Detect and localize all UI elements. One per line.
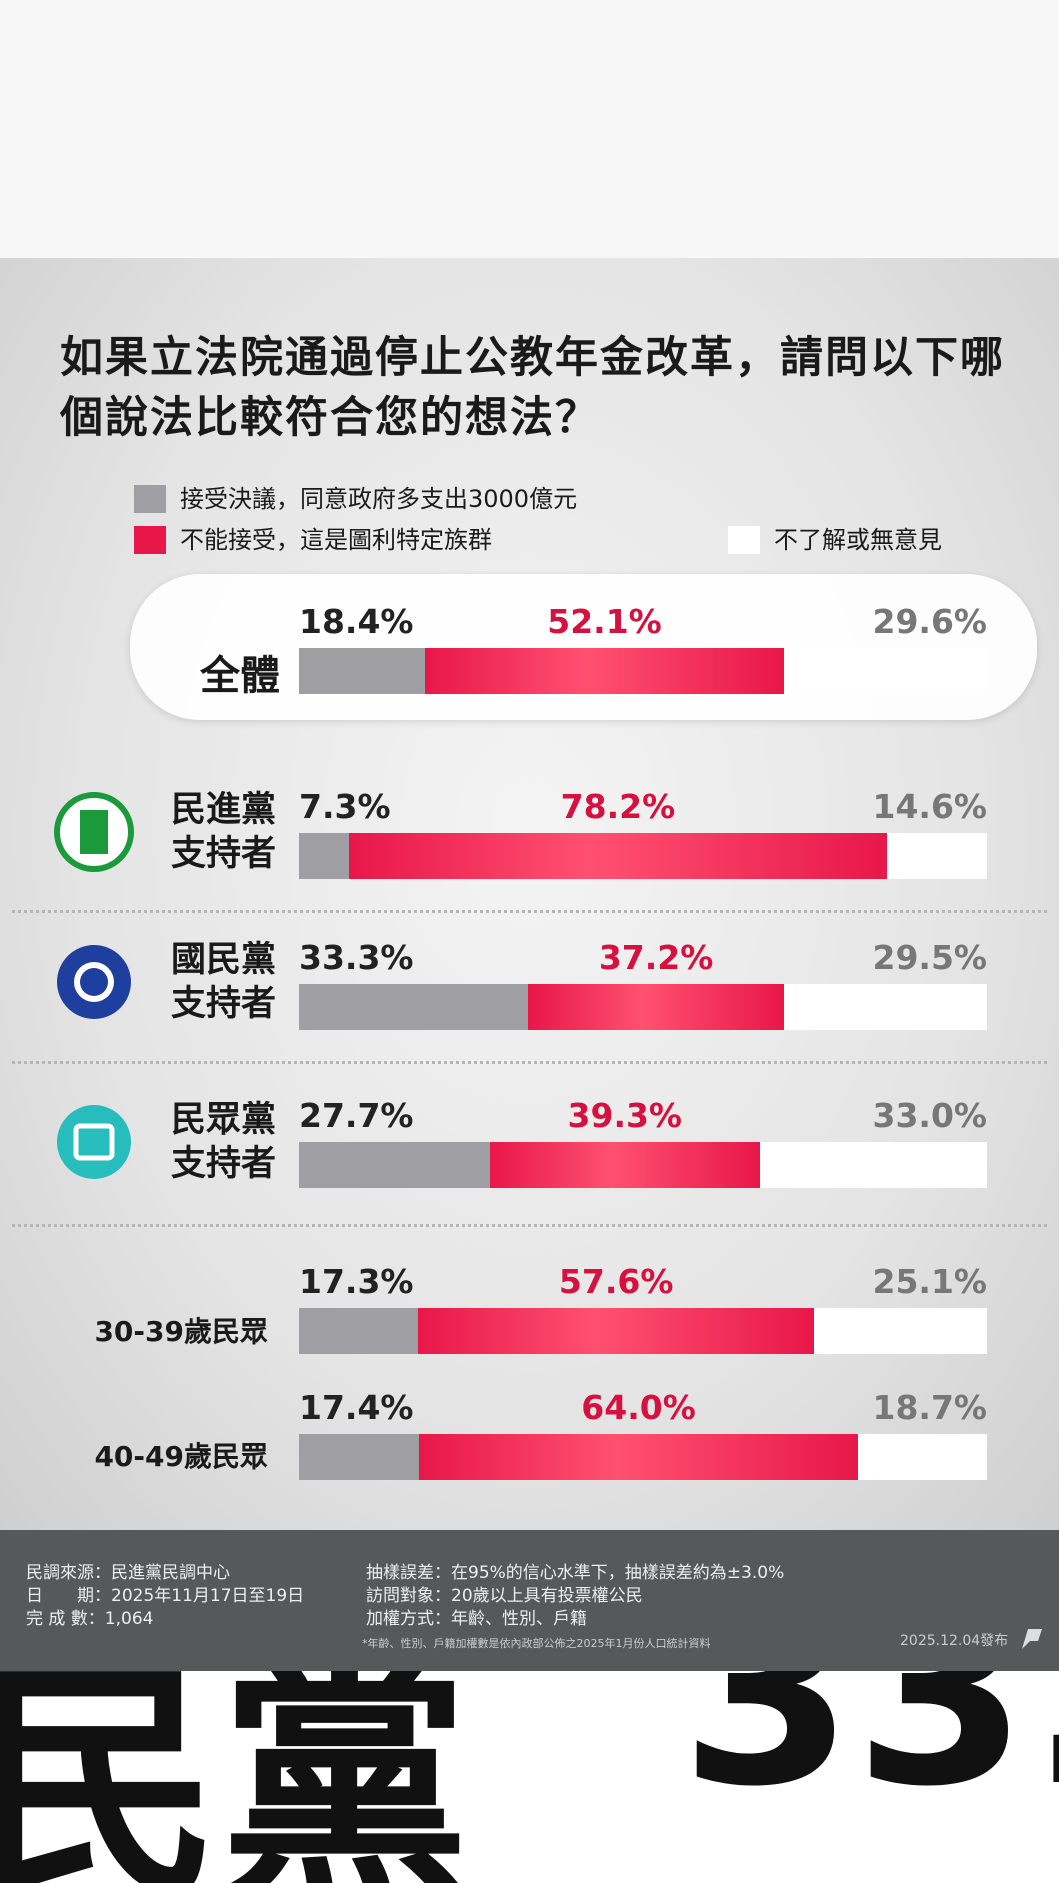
- highlight-box: [130, 574, 1037, 720]
- value-label: 17.4%: [299, 1388, 414, 1427]
- bar-segment: [299, 833, 350, 879]
- zoom-crop: 民黨 33.: [0, 1671, 1059, 1883]
- value-label: 33.0%: [872, 1096, 988, 1135]
- bar-segment: [299, 1142, 490, 1188]
- bar-segment: [814, 1308, 987, 1354]
- value-label: 29.5%: [872, 938, 988, 977]
- kmt-logo-core: [80, 968, 108, 996]
- bar-segment: [299, 648, 426, 694]
- chart-title: 如果立法院通過停止公教年金改革，請問以下哪個說法比較符合您的想法？: [60, 333, 1005, 443]
- legend-label: 不能接受，這是圖利特定族群: [180, 526, 492, 554]
- value-label: 39.3%: [567, 1096, 683, 1135]
- separator: [12, 910, 1047, 913]
- footer-text: 完 成 數：1,064: [26, 1609, 154, 1629]
- bar-segment: [858, 1434, 987, 1480]
- footer-text: 訪問對象：20歲以上具有投票權公民: [366, 1586, 643, 1606]
- value-label: 14.6%: [872, 787, 988, 826]
- value-label: 25.1%: [872, 1262, 988, 1301]
- legend-label: 不了解或無意見: [774, 526, 942, 554]
- separator: [12, 1061, 1047, 1064]
- bar-segment: [528, 984, 785, 1030]
- bar-segment: [349, 833, 887, 879]
- bar-segment: [886, 833, 987, 879]
- dpp-logo-mark: [80, 810, 108, 854]
- bar-segment: [299, 984, 529, 1030]
- tpp-logo-mark: [73, 1123, 115, 1161]
- bar-segment: [759, 1142, 987, 1188]
- footer-text: 日 期：2025年11月17日至19日: [26, 1586, 305, 1606]
- value-label: 57.6%: [558, 1262, 674, 1301]
- bar-segment: [418, 1308, 815, 1354]
- bar-segment: [418, 1434, 859, 1480]
- category-label: 國民黨支持者: [170, 940, 276, 1024]
- category-label: 民眾黨支持者: [170, 1100, 276, 1184]
- value-label: 7.3%: [299, 787, 391, 826]
- category-label: 30-39歲民眾: [94, 1315, 268, 1348]
- category-label: 40-49歲民眾: [94, 1440, 268, 1473]
- legend-swatch: [134, 526, 166, 554]
- legend-swatch: [728, 526, 760, 554]
- bar-segment: [299, 1308, 419, 1354]
- zoom-text: 民黨: [0, 1671, 470, 1883]
- bar-segment: [783, 648, 987, 694]
- value-label: 52.1%: [547, 602, 662, 641]
- value-label: 17.3%: [299, 1262, 414, 1301]
- logos: [54, 792, 134, 1179]
- release-date: 2025.12.04發布: [900, 1633, 1009, 1649]
- value-label: 33.3%: [299, 938, 414, 977]
- value-label: 64.0%: [581, 1388, 696, 1427]
- footer-text: 加權方式：年齡、性別、戶籍: [366, 1609, 587, 1629]
- legend-label: 接受決議，同意政府多支出3000億元: [180, 485, 578, 513]
- value-label: 78.2%: [560, 787, 676, 826]
- bar-segment: [425, 648, 784, 694]
- value-label: 27.7%: [299, 1096, 414, 1135]
- footer-text: 民調來源：民進黨民調中心: [26, 1563, 230, 1583]
- footer-note: *年齡、性別、戶籍加權數是依內政部公佈之2025年1月份人口統計資料: [362, 1637, 711, 1650]
- footer-text: 抽樣誤差：在95%的信心水準下，抽樣誤差約為±3.0%: [366, 1563, 785, 1583]
- category-label: 民進黨支持者: [170, 790, 276, 874]
- value-label: 18.7%: [872, 1388, 988, 1427]
- brand-logo: [1022, 1629, 1042, 1649]
- separator: [12, 1224, 1047, 1227]
- value-label: 18.4%: [299, 602, 414, 641]
- bar-segment: [784, 984, 987, 1030]
- bar-segment: [489, 1142, 760, 1188]
- tpp-logo: [57, 1105, 131, 1179]
- category-label: 全體: [200, 653, 280, 699]
- bar-segment: [299, 1434, 419, 1480]
- zoom-text: 33.: [680, 1671, 1059, 1841]
- legend-swatch: [134, 485, 166, 513]
- value-label: 29.6%: [872, 602, 988, 641]
- value-label: 37.2%: [598, 938, 714, 977]
- footer: [0, 1530, 1059, 1671]
